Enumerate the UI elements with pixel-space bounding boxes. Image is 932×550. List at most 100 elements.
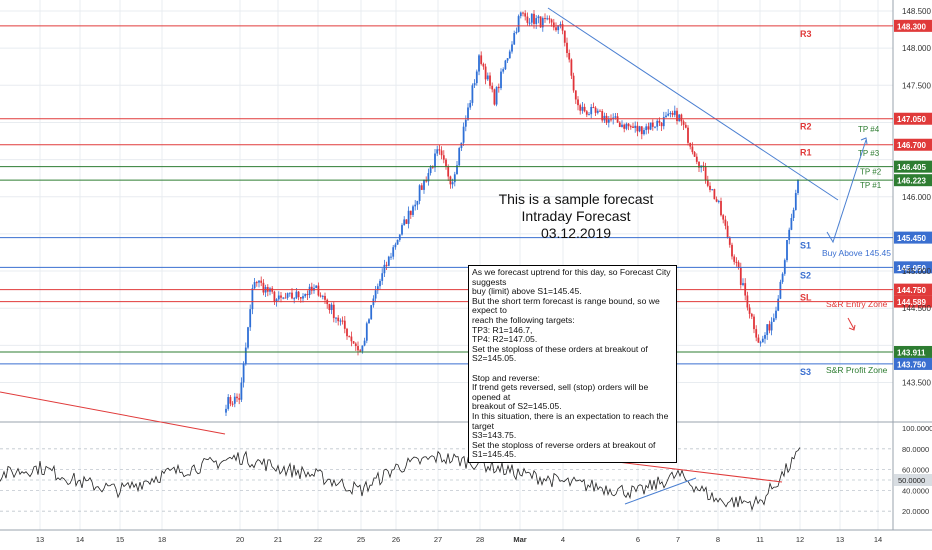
candle-body <box>293 298 296 300</box>
level-price-label: 145.450 <box>897 234 926 243</box>
candle-body <box>442 155 445 160</box>
candle-body <box>651 122 654 127</box>
candle-body <box>649 122 652 130</box>
note-line: breakout of S2=145.05. <box>472 401 562 412</box>
candle-body <box>508 51 511 59</box>
candle-body <box>328 304 331 311</box>
candle-body <box>563 30 566 43</box>
candle-body <box>324 295 326 300</box>
candle-body <box>262 282 265 293</box>
candle-body <box>425 180 428 182</box>
time-tick-label: 25 <box>357 535 365 544</box>
candle-body <box>590 107 593 115</box>
candle-body <box>731 244 733 257</box>
osc-support-line <box>624 477 697 505</box>
level-price-tag <box>894 138 932 151</box>
candle-body <box>365 323 368 341</box>
candle-body <box>502 69 505 72</box>
candle-body <box>667 113 670 116</box>
candle-body <box>610 119 612 121</box>
osc-tick-label: 40.0000 <box>902 486 929 495</box>
osc-tick-label: 100.0000 <box>902 424 932 433</box>
tp3-label: TP #3 <box>858 149 880 158</box>
time-tick-label: 14 <box>76 535 84 544</box>
note-line: Set the stoploss of reverse orders at br… <box>472 439 658 460</box>
level-tag-sl: SL <box>800 293 812 303</box>
candle-body <box>726 225 729 238</box>
candle-body <box>757 337 760 343</box>
candle-body <box>775 310 777 319</box>
candle-body <box>566 42 568 53</box>
level-price-tag <box>894 174 932 187</box>
candle-body <box>304 294 307 297</box>
candle-body <box>526 16 529 23</box>
candle-body <box>772 318 775 322</box>
entry-zone-label: S&R Entry Zone <box>826 299 888 309</box>
candle-body <box>662 117 665 127</box>
candle-body <box>682 121 685 125</box>
candle-body <box>335 317 337 319</box>
candle-body <box>453 174 456 183</box>
candle-body <box>260 280 263 283</box>
watermark-line-2: Intraday Forecast <box>521 208 631 224</box>
candle-body <box>753 316 755 330</box>
candle-body <box>594 107 597 113</box>
candle-body <box>330 304 333 311</box>
candle-body <box>491 85 494 90</box>
candle-body <box>766 324 769 335</box>
candle-body <box>693 152 696 157</box>
candle-body <box>541 18 544 28</box>
candle-body <box>291 292 293 299</box>
time-tick-label: 14 <box>874 535 882 544</box>
candle-body <box>438 149 441 151</box>
price-tick-label: 143.500 <box>902 379 931 388</box>
candle-body <box>394 244 397 248</box>
candle-body <box>473 83 476 86</box>
price-tick-label: 145.000 <box>902 267 931 276</box>
time-tick-label: 15 <box>116 535 124 544</box>
candle-body <box>709 185 711 190</box>
candle-body <box>750 313 753 317</box>
candle-body <box>592 107 595 109</box>
candle-body <box>669 112 672 114</box>
candle-body <box>519 12 522 17</box>
candle-body <box>317 285 320 296</box>
candle-body <box>559 24 562 26</box>
candle-body <box>381 273 384 281</box>
chart-watermark: This is a sample forecast Intraday Forec… <box>476 191 676 242</box>
candle-body <box>458 148 461 166</box>
candle-body <box>396 239 399 245</box>
candle-body <box>614 116 617 118</box>
note-line: As we forecast uptrend for this day, so … <box>472 267 673 287</box>
candle-body <box>392 247 395 257</box>
candle-body <box>495 86 498 105</box>
price-tick-label: 148.500 <box>902 7 931 16</box>
candle-body <box>297 291 300 298</box>
candle-body <box>295 291 298 299</box>
candle-body <box>379 280 381 287</box>
candle-body <box>401 225 403 235</box>
level-price-label: 148.300 <box>897 22 926 31</box>
candle-body <box>489 75 491 86</box>
level-tag-tp1: TP #1 <box>860 181 882 190</box>
time-tick-label: 8 <box>716 535 720 544</box>
candle-body <box>759 342 762 344</box>
candle-body <box>788 229 791 241</box>
candle-body <box>348 336 351 338</box>
candle-body <box>691 146 694 153</box>
candle-body <box>462 126 465 143</box>
candle-body <box>673 110 676 115</box>
candle-body <box>627 123 630 127</box>
level-price-tag <box>894 345 932 358</box>
candle-body <box>456 165 458 175</box>
candle-body <box>486 75 489 80</box>
candle-body <box>684 124 687 128</box>
candle-body <box>715 199 718 202</box>
tp4-label: TP #4 <box>858 125 880 134</box>
candle-body <box>546 18 549 20</box>
candle-body <box>557 25 560 31</box>
candle-body <box>737 262 740 268</box>
candle-body <box>482 63 485 67</box>
candle-body <box>724 219 727 226</box>
